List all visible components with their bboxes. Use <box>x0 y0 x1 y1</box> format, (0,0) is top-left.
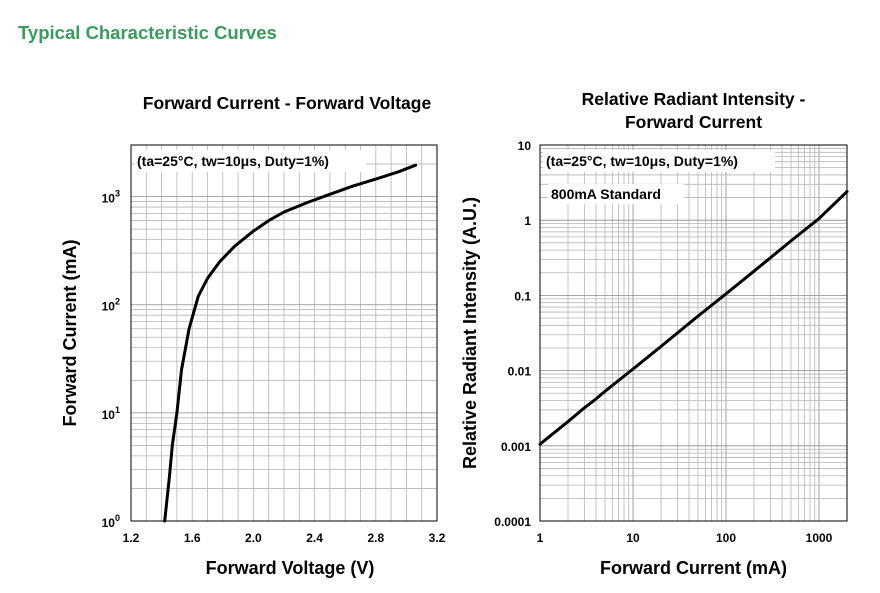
x-tick-label: 1.6 <box>184 531 201 545</box>
y-tick-label: 100 <box>102 513 120 530</box>
y-axis-label: Forward Current (mA) <box>60 239 80 426</box>
y-tick-label: 10 <box>518 139 532 153</box>
standard-annotation: 800mA Standard <box>551 186 661 202</box>
plot-area-frame <box>539 144 848 522</box>
x-tick-label: 2.8 <box>367 531 384 545</box>
forward-current-curve <box>163 163 418 523</box>
y-tick-label: 0.0001 <box>494 515 531 529</box>
y-tick-label: 103 <box>102 189 120 206</box>
conditions-annotation: (ta=25°C, tw=10μs, Duty=1%) <box>546 153 738 169</box>
chart-title: Forward Current - Forward Voltage <box>143 93 432 113</box>
x-tick-label: 1 <box>537 531 544 545</box>
conditions-annotation: (ta=25°C, tw=10μs, Duty=1%) <box>137 153 329 169</box>
x-tick-label: 10 <box>626 531 640 545</box>
x-axis-label: Forward Voltage (V) <box>206 558 375 578</box>
y-axis-label: Relative Radiant Intensity (A.U.) <box>460 197 480 469</box>
y-tick-label: 0.01 <box>508 365 532 379</box>
standard-annotation-background <box>548 184 684 204</box>
y-tick-label: 102 <box>102 297 120 314</box>
page-heading: Typical Characteristic Curves <box>18 22 277 43</box>
x-axis-label: Forward Current (mA) <box>600 558 787 578</box>
x-tick-label: 1000 <box>806 531 833 545</box>
x-tick-label: 2.0 <box>245 531 262 545</box>
x-tick-label: 1.2 <box>123 531 140 545</box>
chart-title-line-2: Forward Current <box>625 112 762 132</box>
y-tick-label: 0.1 <box>514 289 531 303</box>
radiant-intensity-curve <box>538 190 849 446</box>
annotation-background <box>543 150 775 172</box>
annotation-background <box>134 150 366 172</box>
y-tick-label: 1 <box>524 214 531 228</box>
y-tick-label: 0.001 <box>501 440 531 454</box>
plot-area-frame <box>130 144 438 522</box>
chart-title-line-1: Relative Radiant Intensity - <box>582 89 806 109</box>
y-tick-label: 101 <box>102 405 120 422</box>
x-tick-label: 3.2 <box>429 531 446 545</box>
x-tick-label: 100 <box>716 531 736 545</box>
x-tick-label: 2.4 <box>306 531 323 545</box>
